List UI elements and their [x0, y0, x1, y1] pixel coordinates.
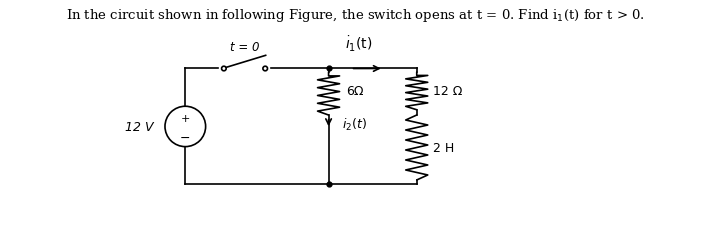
Text: 12 V: 12 V: [125, 120, 154, 133]
Text: t = 0: t = 0: [230, 40, 260, 53]
Text: $i_2(t)$: $i_2(t)$: [343, 116, 368, 132]
Text: +: +: [181, 113, 190, 123]
Text: $\dot{\imath}_1$(t): $\dot{\imath}_1$(t): [345, 35, 373, 53]
Text: 2 H: 2 H: [433, 141, 454, 154]
Text: In the circuit shown in following Figure, the switch opens at t = 0. Find i$_1$(: In the circuit shown in following Figure…: [66, 7, 645, 24]
Text: 6Ω: 6Ω: [346, 84, 364, 97]
Text: 12 Ω: 12 Ω: [433, 85, 463, 98]
Text: −: −: [180, 131, 191, 144]
